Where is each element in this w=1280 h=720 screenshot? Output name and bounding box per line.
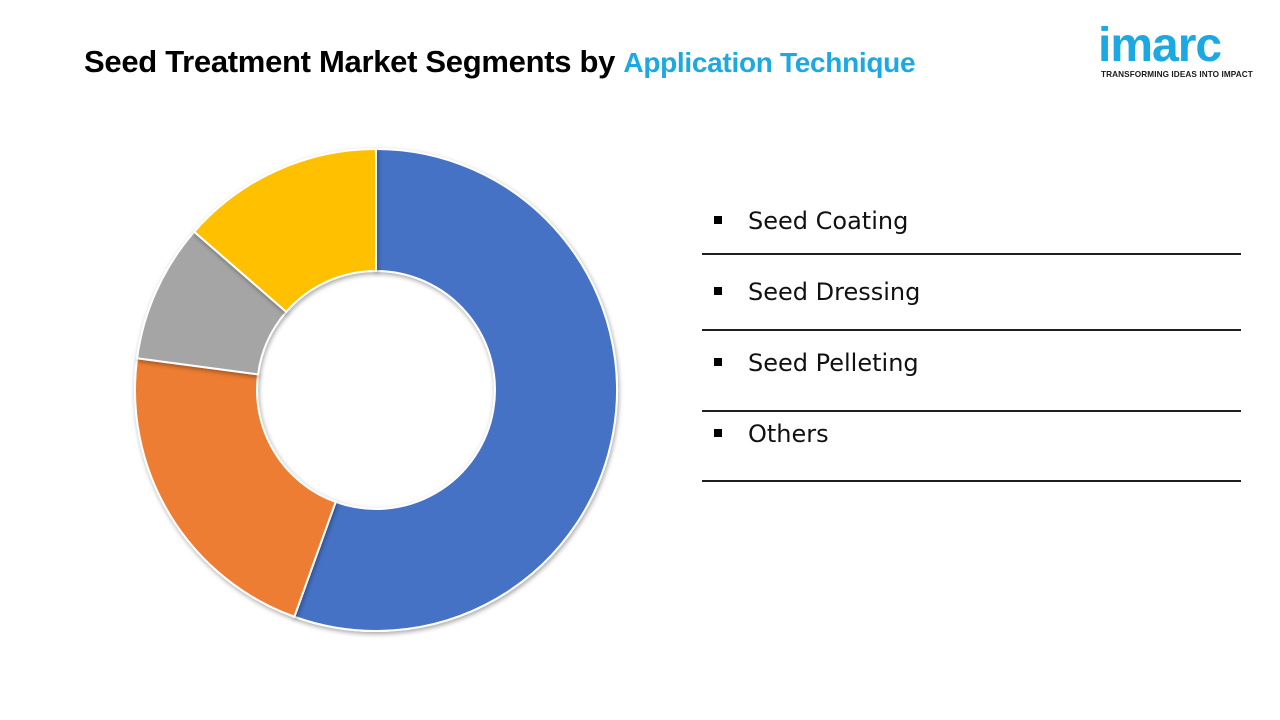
legend-item-seed-coating: Seed Coating [702, 186, 1241, 255]
legend: Seed Coating Seed Dressing Seed Pelletin… [702, 186, 1241, 482]
title-accent: Application Technique [623, 47, 916, 78]
legend-label-others: Others [748, 420, 829, 448]
legend-bullet [714, 216, 722, 224]
legend-item-seed-pelleting: Seed Pelleting [702, 331, 1241, 412]
slice-seed-dressing [134, 357, 337, 619]
legend-label-seed-pelleting: Seed Pelleting [748, 349, 919, 377]
chart-title: Seed Treatment Market Segments by Applic… [84, 44, 916, 80]
slice-others [192, 147, 377, 314]
donut-chart [134, 147, 618, 632]
donut-slices [134, 147, 618, 632]
legend-bullet [714, 429, 722, 437]
legend-bullet [714, 287, 722, 295]
logo-tagline: TRANSFORMING IDEAS INTO IMPACT [1101, 70, 1253, 79]
logo-word: imarc [1098, 19, 1222, 72]
imarc-logo: imarc TRANSFORMING IDEAS INTO IMPACT [1098, 16, 1254, 82]
legend-bullet [714, 358, 722, 366]
legend-label-seed-dressing: Seed Dressing [748, 278, 921, 306]
legend-item-seed-dressing: Seed Dressing [702, 255, 1241, 331]
legend-label-seed-coating: Seed Coating [748, 207, 909, 235]
title-main: Seed Treatment Market Segments by [84, 44, 616, 79]
slice-seed-coating [293, 147, 618, 632]
legend-item-others: Others [702, 412, 1241, 482]
